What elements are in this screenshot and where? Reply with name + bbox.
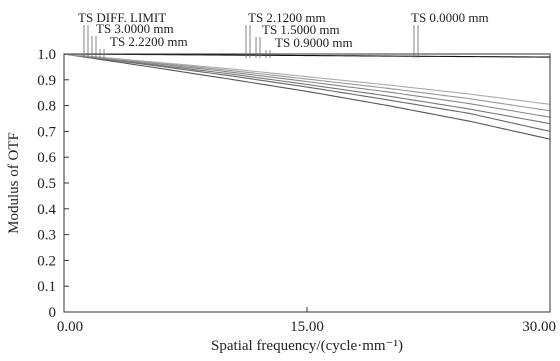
y-tick-label: 0.9 xyxy=(37,73,56,89)
series-layer xyxy=(63,53,551,140)
legend-label: TS 2.2200 mm xyxy=(110,34,188,49)
series-line xyxy=(63,53,551,105)
y-tick-label: 0.8 xyxy=(37,99,56,115)
y-tick-label: 0.6 xyxy=(37,150,56,166)
y-axis-label: Modulus of OTF xyxy=(6,132,22,234)
y-tick-label: 1.0 xyxy=(37,47,56,63)
series-line xyxy=(63,53,551,125)
series-line xyxy=(63,53,551,140)
x-tick-label: 15.00 xyxy=(290,319,324,335)
legend-label: TS 2.1200 mm xyxy=(248,10,326,25)
x-axis-label: Spatial frequency/(cycle·mm⁻¹) xyxy=(211,338,403,354)
tick-layer: 0 0.1 0.2 0.3 0.4 0.5 0.6 0.7 0.8 0.9 1.0 0.00 15.00… xyxy=(37,47,556,335)
x-tick-label: 30.00 xyxy=(522,319,556,335)
legend-label: TS 1.5000 mm xyxy=(262,22,340,37)
y-tick-label: 0.1 xyxy=(37,279,56,295)
y-tick-label: 0 xyxy=(49,305,57,321)
legend-label: TS 0.0000 mm xyxy=(411,10,489,25)
x-tick-label: 0.00 xyxy=(57,319,83,335)
plot-frame xyxy=(63,53,551,313)
y-tick-label: 0.4 xyxy=(37,202,56,218)
legend-label: TS 0.9000 mm xyxy=(275,35,353,50)
y-tick-label: 0.2 xyxy=(37,253,56,269)
series-line xyxy=(63,53,551,58)
y-tick-label: 0.5 xyxy=(37,176,56,192)
series-line xyxy=(63,53,551,132)
series-line xyxy=(63,53,551,118)
y-tick-label: 0.7 xyxy=(37,124,56,140)
legend-label: TS 3.0000 mm xyxy=(96,21,174,36)
y-tick-label: 0.3 xyxy=(37,228,56,244)
legend-label: TS DIFF. LIMIT xyxy=(78,10,166,25)
